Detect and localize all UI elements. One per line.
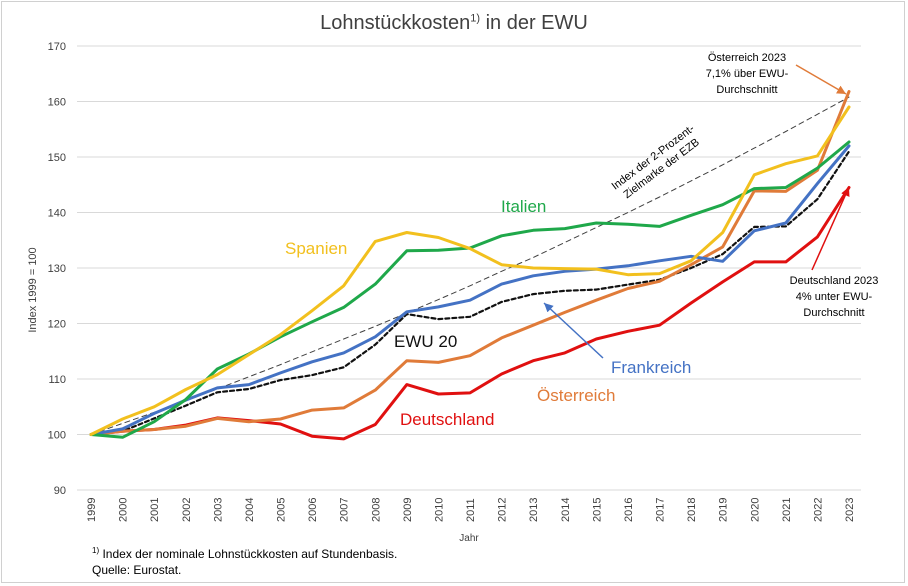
x-tick-label: 2020 xyxy=(749,498,761,522)
annotation-at-line3: Durchschnitt xyxy=(716,84,777,96)
label-deutschland: Deutschland xyxy=(400,410,495,429)
series-line-4 xyxy=(89,90,851,436)
x-tick-label: 2011 xyxy=(465,498,477,522)
grid xyxy=(77,45,861,491)
x-tick-label: 2019 xyxy=(718,498,730,522)
x-tick-label: 2001 xyxy=(149,498,161,522)
y-tick-label: 100 xyxy=(48,430,66,442)
x-tick-label: 2003 xyxy=(212,498,224,522)
title-main: Lohnstückkosten xyxy=(320,12,471,34)
series-line-2 xyxy=(89,144,851,436)
x-tick-label: 2006 xyxy=(307,498,319,522)
x-tick-label: 2012 xyxy=(497,498,509,522)
x-tick-label: 2004 xyxy=(244,498,256,522)
title-rest: in der EWU xyxy=(480,12,588,34)
annotation-de-line2: 4% unter EWU- xyxy=(796,291,873,303)
y-axis-label: Index 1999 = 100 xyxy=(27,247,39,332)
x-tick-label: 2018 xyxy=(686,498,698,522)
y-tick-label: 130 xyxy=(48,263,66,275)
source-note: Quelle: Eurostat. xyxy=(92,563,182,577)
x-tick-label: 2016 xyxy=(623,498,635,522)
y-axis-ticks: 90 100 110 120 130 140 150 160 170 xyxy=(48,41,66,497)
series-group xyxy=(89,90,851,441)
x-tick-label: 2010 xyxy=(433,498,445,522)
label-oesterreich: Österreich xyxy=(537,386,615,405)
x-tick-label: 2008 xyxy=(370,498,382,522)
label-frankreich: Frankreich xyxy=(611,358,691,377)
annotation-at-line1: Österreich 2023 xyxy=(708,52,786,64)
footnote-marker: 1) xyxy=(92,546,100,555)
footnote-text: Index der nominale Lohnstückkosten auf S… xyxy=(99,547,398,561)
x-tick-label: 2017 xyxy=(655,498,667,522)
x-tick-label: 1999 xyxy=(86,498,98,522)
label-target-line: Index der 2-Prozent- Zielmarke der EZB xyxy=(610,122,702,201)
x-tick-label: 2007 xyxy=(339,498,351,522)
series-line-3 xyxy=(89,150,851,436)
y-tick-label: 140 xyxy=(48,208,66,220)
y-tick-label: 150 xyxy=(48,152,66,164)
y-tick-label: 110 xyxy=(48,374,66,386)
y-tick-label: 90 xyxy=(54,485,66,497)
x-tick-label: 2022 xyxy=(812,498,824,522)
annotation-de-line1: Deutschland 2023 xyxy=(790,275,879,287)
annotation-at-line2: 7,1% über EWU- xyxy=(706,68,789,80)
series-line-6 xyxy=(90,96,850,435)
label-italien: Italien xyxy=(501,197,546,216)
y-tick-label: 170 xyxy=(48,41,66,53)
x-tick-label: 2009 xyxy=(402,498,414,522)
label-ewu20: EWU 20 xyxy=(394,332,457,351)
chart-title: Lohnstückkosten1) in der EWU xyxy=(0,12,908,35)
x-tick-label: 2013 xyxy=(528,498,540,522)
label-spanien: Spanien xyxy=(285,239,347,258)
annotation-oesterreich: Österreich 2023 7,1% über EWU- Durchschn… xyxy=(706,52,789,96)
y-tick-label: 120 xyxy=(48,319,66,331)
series-line-0 xyxy=(89,105,851,436)
arrow-oesterreich xyxy=(795,64,847,95)
x-tick-label: 2000 xyxy=(118,498,130,522)
arrow-deutschland xyxy=(811,186,850,271)
y-tick-label: 160 xyxy=(48,97,66,109)
title-footnote-marker: 1) xyxy=(470,12,481,25)
x-tick-label: 2014 xyxy=(560,498,572,522)
annotation-de-line3: Durchschnitt xyxy=(803,307,864,319)
x-tick-label: 2005 xyxy=(276,498,288,522)
x-axis-label: Jahr xyxy=(459,533,479,544)
footnote: 1) Index der nominale Lohnstückkosten au… xyxy=(92,546,397,561)
x-axis-ticks: 1999 2000 2001 2002 2003 2004 2005 2006 2007 2008… xyxy=(86,498,856,522)
arrow-frankreich xyxy=(543,302,604,359)
x-tick-label: 2021 xyxy=(781,498,793,522)
x-tick-label: 2002 xyxy=(181,498,193,522)
x-tick-label: 2015 xyxy=(591,498,603,522)
x-tick-label: 2023 xyxy=(844,498,856,522)
annotation-deutschland: Deutschland 2023 4% unter EWU- Durchschn… xyxy=(790,275,879,319)
